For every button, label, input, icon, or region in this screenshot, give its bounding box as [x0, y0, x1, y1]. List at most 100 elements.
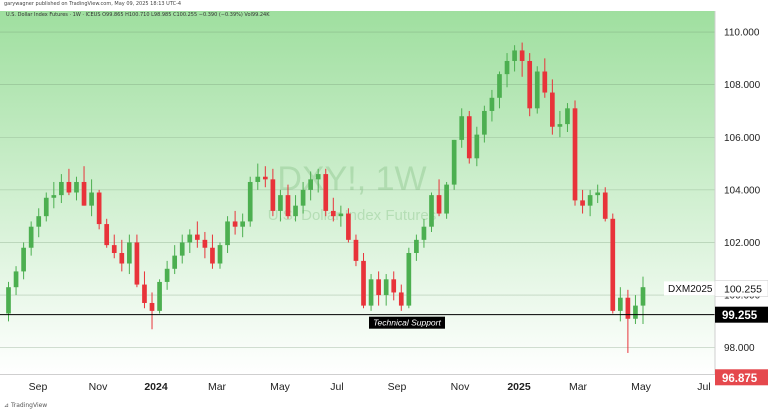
- candle[interactable]: [406, 247, 412, 309]
- candle-body: [459, 116, 465, 140]
- candle-body: [172, 255, 178, 269]
- candle[interactable]: [194, 221, 200, 248]
- candle[interactable]: [202, 231, 208, 259]
- technical-support-annotation[interactable]: Technical Support: [369, 316, 445, 329]
- candle[interactable]: [466, 110, 472, 164]
- candle[interactable]: [602, 187, 608, 222]
- candle[interactable]: [293, 195, 298, 222]
- candle[interactable]: [74, 176, 79, 201]
- candle[interactable]: [217, 242, 223, 269]
- candle[interactable]: [580, 189, 585, 214]
- time-axis[interactable]: Sep Nov 2024 Mar May Jul Sep Nov 2025 Mar May Jul: [0, 374, 768, 413]
- candle[interactable]: [51, 181, 57, 209]
- candle-body: [255, 176, 261, 182]
- candle[interactable]: [149, 292, 155, 330]
- candle[interactable]: [459, 108, 465, 148]
- candle[interactable]: [270, 168, 276, 217]
- candle[interactable]: [572, 100, 578, 206]
- candle[interactable]: [232, 210, 238, 235]
- candle[interactable]: [81, 166, 87, 206]
- candle[interactable]: [610, 213, 616, 314]
- candle[interactable]: [625, 289, 631, 353]
- candle[interactable]: [482, 105, 487, 143]
- candle-body: [315, 174, 321, 180]
- red-price-label: 96.875: [715, 369, 768, 386]
- candle[interactable]: [13, 266, 19, 296]
- candle[interactable]: [368, 274, 374, 311]
- candle[interactable]: [127, 234, 132, 275]
- candle[interactable]: [142, 271, 147, 309]
- candle[interactable]: [414, 234, 419, 261]
- candle[interactable]: [497, 71, 502, 109]
- candle[interactable]: [36, 208, 42, 238]
- candle[interactable]: [278, 189, 283, 222]
- candle[interactable]: [164, 260, 170, 290]
- candle[interactable]: [308, 171, 313, 201]
- candle[interactable]: [398, 284, 404, 311]
- candle[interactable]: [330, 197, 336, 222]
- candle[interactable]: [361, 253, 366, 309]
- candle[interactable]: [43, 192, 49, 222]
- candle[interactable]: [59, 174, 64, 204]
- candle[interactable]: [474, 126, 480, 167]
- candle[interactable]: [300, 181, 306, 214]
- candle[interactable]: [89, 179, 94, 217]
- candle[interactable]: [255, 163, 261, 190]
- candle[interactable]: [134, 234, 140, 288]
- y-tick-label: 98.000: [724, 343, 755, 354]
- candle[interactable]: [617, 287, 623, 322]
- candle[interactable]: [527, 53, 533, 117]
- candle[interactable]: [383, 274, 389, 306]
- candle[interactable]: [187, 229, 193, 253]
- candle[interactable]: [172, 245, 178, 275]
- candle[interactable]: [436, 179, 442, 217]
- candle[interactable]: [111, 234, 117, 259]
- candle[interactable]: [225, 216, 230, 253]
- candle[interactable]: [285, 184, 291, 219]
- candle[interactable]: [587, 189, 593, 217]
- candle[interactable]: [353, 234, 359, 267]
- candle[interactable]: [489, 89, 495, 122]
- candle[interactable]: [421, 218, 427, 248]
- candle[interactable]: [542, 58, 548, 98]
- candle[interactable]: [444, 181, 449, 219]
- candle[interactable]: [504, 53, 510, 88]
- candle[interactable]: [338, 205, 344, 227]
- candle[interactable]: [346, 208, 351, 243]
- candle[interactable]: [557, 110, 563, 138]
- candle[interactable]: [565, 103, 570, 132]
- candle[interactable]: [534, 66, 540, 114]
- candle[interactable]: [451, 139, 457, 190]
- candle[interactable]: [210, 234, 215, 269]
- candle[interactable]: [119, 239, 125, 272]
- price-axis[interactable]: 110.000108.000106.000104.000102.000100.0…: [714, 0, 768, 412]
- candle-body: [436, 195, 442, 214]
- candle[interactable]: [96, 189, 102, 230]
- candle[interactable]: [262, 166, 268, 188]
- candle[interactable]: [391, 271, 397, 301]
- x-tick-label: Jul: [697, 381, 710, 393]
- candle[interactable]: [519, 42, 525, 77]
- candle[interactable]: [512, 45, 517, 72]
- candle[interactable]: [179, 234, 185, 264]
- candle[interactable]: [323, 168, 329, 217]
- candle[interactable]: [28, 221, 34, 256]
- candle[interactable]: [376, 271, 381, 306]
- candle[interactable]: [66, 168, 72, 196]
- candle[interactable]: [550, 79, 555, 135]
- candle[interactable]: [640, 276, 646, 325]
- candle[interactable]: [240, 213, 246, 238]
- candle[interactable]: [157, 279, 162, 314]
- candle-body: [444, 184, 449, 214]
- candle[interactable]: [429, 192, 434, 232]
- y-tick-label: 106.000: [724, 133, 761, 144]
- tradingview-logo[interactable]: ⊿ TradingView: [4, 402, 47, 409]
- candle[interactable]: [247, 176, 253, 227]
- candle[interactable]: [21, 242, 26, 280]
- candle[interactable]: [633, 295, 638, 325]
- candle[interactable]: [595, 184, 601, 204]
- candle[interactable]: [104, 218, 110, 248]
- candle[interactable]: [315, 168, 321, 193]
